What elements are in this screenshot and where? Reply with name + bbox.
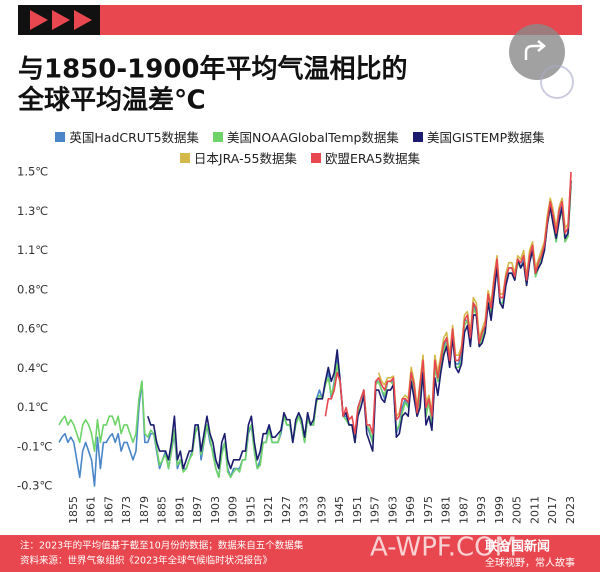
y-tick-label: -0.3℃ xyxy=(17,479,52,493)
legend-swatch xyxy=(55,131,66,142)
x-tick-label: 1999 xyxy=(493,496,506,524)
legend-swatch xyxy=(179,152,190,163)
legend-label: 日本JRA-55数据集 xyxy=(193,151,297,166)
legend-item: 日本JRA-55数据集 xyxy=(179,148,297,167)
share-icon xyxy=(524,40,546,60)
x-tick-label: 1891 xyxy=(173,496,186,524)
y-tick-label: -0.1℃ xyxy=(17,439,52,453)
legend-row: 英国HadCRUT5数据集 美国NOAAGlobalTemp数据集 美国GISTEM… xyxy=(0,126,600,147)
x-tick-label: 1879 xyxy=(138,496,151,524)
x-tick-label: 1993 xyxy=(475,496,488,524)
footer-note: 注：2023年的平均值基于截至10月份的数据；数据来自五个数据集 xyxy=(20,540,304,552)
legend-item: 美国GISTEMP数据集 xyxy=(412,127,545,146)
x-tick-label: 1909 xyxy=(227,496,240,524)
x-tick-label: 1897 xyxy=(191,496,204,524)
header-arrows xyxy=(30,10,92,30)
legend-swatch xyxy=(213,131,224,142)
x-tick-label: 1951 xyxy=(351,496,364,524)
header-bar xyxy=(100,5,582,35)
y-tick-label: 1.5℃ xyxy=(17,165,48,179)
share-button[interactable] xyxy=(509,24,565,80)
y-tick-label: 0.6℃ xyxy=(17,322,48,336)
series-line xyxy=(324,171,572,435)
un-emblem xyxy=(540,65,574,99)
x-tick-label: 1867 xyxy=(102,496,115,524)
y-tick-label: 0.8℃ xyxy=(17,282,48,296)
x-tick-label: 1855 xyxy=(67,496,80,524)
footer-source: 资料来源：世界气象组织《2023年全球气候临时状况报告》 xyxy=(20,555,272,567)
watermark: A-WPF.COM xyxy=(370,533,517,563)
x-tick-label: 1921 xyxy=(262,496,275,524)
x-tick-label: 2017 xyxy=(546,496,559,524)
chart-title: 与1850-1900年平均气温相比的 xyxy=(18,54,408,85)
y-tick-label: 1.1℃ xyxy=(17,243,48,257)
footer-bar xyxy=(0,535,600,572)
x-tick-label: 1987 xyxy=(457,496,470,524)
y-tick-label: 0.1℃ xyxy=(17,400,48,414)
x-tick-label: 2005 xyxy=(511,496,524,524)
x-tick-label: 2011 xyxy=(528,496,541,524)
y-tick-label: 1.3℃ xyxy=(17,204,48,218)
series-line xyxy=(58,185,572,479)
legend-label: 美国NOAAGlobalTemp数据集 xyxy=(227,130,399,145)
x-tick-label: 1903 xyxy=(209,496,222,524)
x-tick-label: 1957 xyxy=(369,496,382,524)
legend-item: 美国NOAAGlobalTemp数据集 xyxy=(213,127,399,146)
legend-item: 欧盟ERA5数据集 xyxy=(310,148,421,167)
series-line xyxy=(377,175,572,418)
legend-label: 美国GISTEMP数据集 xyxy=(426,130,545,145)
legend-label: 欧盟ERA5数据集 xyxy=(324,151,421,166)
x-tick-label: 1861 xyxy=(85,496,98,524)
x-tick-label: 1963 xyxy=(386,496,399,524)
y-tick-label: 0.4℃ xyxy=(17,361,48,375)
chart-title: 全球平均温差℃ xyxy=(17,85,206,116)
legend-row: 日本JRA-55数据集 欧盟ERA5数据集 xyxy=(0,147,600,168)
x-tick-label: 1981 xyxy=(440,496,453,524)
x-tick-label: 1939 xyxy=(315,496,328,524)
legend-swatch xyxy=(310,152,321,163)
series-line xyxy=(58,180,572,487)
x-tick-label: 1927 xyxy=(280,496,293,524)
series-line xyxy=(147,180,572,470)
footer-slogan: 全球视野，常人故事 xyxy=(485,556,575,569)
x-tick-label: 1969 xyxy=(404,496,417,524)
x-tick-label: 1873 xyxy=(120,496,133,524)
legend-label: 英国HadCRUT5数据集 xyxy=(69,130,200,145)
x-tick-label: 1885 xyxy=(156,496,169,524)
x-tick-label: 1933 xyxy=(298,496,311,524)
legend-swatch xyxy=(412,131,423,142)
footer-brand: 联合国新闻 xyxy=(485,539,550,555)
x-tick-label: 1915 xyxy=(244,496,257,524)
x-tick-label: 1945 xyxy=(333,496,346,524)
x-tick-label: 1975 xyxy=(422,496,435,524)
legend-item: 英国HadCRUT5数据集 xyxy=(55,127,199,146)
x-tick-label: 2023 xyxy=(564,496,577,524)
legend: 英国HadCRUT5数据集 美国NOAAGlobalTemp数据集 美国GISTEM… xyxy=(0,126,600,168)
